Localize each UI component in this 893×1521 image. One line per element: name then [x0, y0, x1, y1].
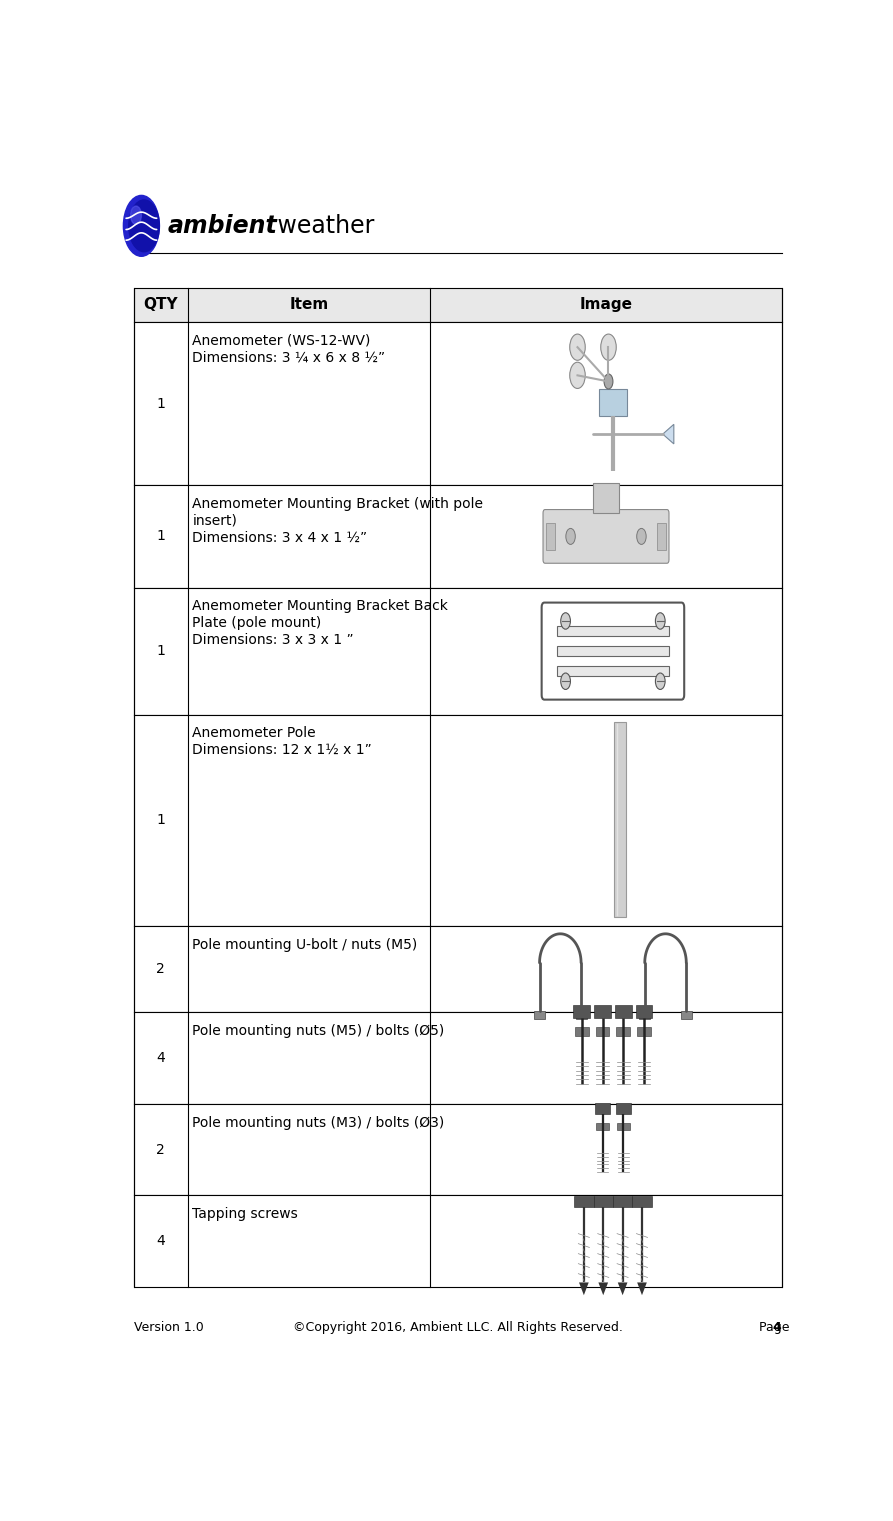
- Bar: [134, 926, 781, 1013]
- Bar: [594, 1196, 613, 1208]
- Bar: [134, 1013, 781, 1104]
- Bar: [593, 484, 619, 513]
- Text: 1: 1: [156, 814, 165, 827]
- Text: Anemometer Mounting Bracket Back: Anemometer Mounting Bracket Back: [192, 599, 448, 613]
- Bar: [616, 1103, 630, 1115]
- Polygon shape: [579, 1282, 588, 1296]
- Text: 1: 1: [156, 643, 165, 659]
- Bar: [557, 666, 669, 677]
- Bar: [613, 721, 626, 917]
- Text: Tapping screws: Tapping screws: [192, 1208, 298, 1221]
- Circle shape: [655, 613, 665, 630]
- FancyBboxPatch shape: [542, 602, 684, 700]
- Text: weather: weather: [270, 214, 374, 237]
- Bar: [637, 1027, 651, 1036]
- Circle shape: [566, 528, 575, 545]
- Bar: [557, 627, 669, 636]
- Bar: [616, 1027, 630, 1036]
- Circle shape: [601, 335, 616, 360]
- Text: Pole mounting nuts (M5) / bolts (Ø5): Pole mounting nuts (M5) / bolts (Ø5): [192, 1024, 445, 1037]
- Bar: [134, 715, 781, 926]
- Text: QTY: QTY: [144, 298, 178, 312]
- Bar: [134, 1196, 781, 1287]
- Text: 4: 4: [772, 1322, 781, 1334]
- Text: Anemometer (WS-12-WV): Anemometer (WS-12-WV): [192, 333, 371, 348]
- Circle shape: [561, 672, 571, 689]
- Circle shape: [637, 528, 647, 545]
- Bar: [134, 322, 781, 485]
- Text: Pole mounting U-bolt / nuts (M5): Pole mounting U-bolt / nuts (M5): [192, 938, 418, 952]
- Text: Plate (pole mount): Plate (pole mount): [192, 616, 321, 630]
- Polygon shape: [637, 1282, 647, 1296]
- Text: 2: 2: [156, 963, 165, 976]
- Text: Dimensions: 3 x 4 x 1 ½”: Dimensions: 3 x 4 x 1 ½”: [192, 531, 368, 545]
- Circle shape: [604, 374, 613, 389]
- Text: ambient: ambient: [168, 214, 278, 237]
- Bar: [575, 1027, 588, 1036]
- Bar: [597, 1122, 609, 1130]
- Polygon shape: [663, 424, 674, 444]
- Text: Anemometer Mounting Bracket (with pole: Anemometer Mounting Bracket (with pole: [192, 497, 483, 511]
- Polygon shape: [598, 1282, 608, 1296]
- Bar: [573, 1004, 590, 1018]
- Bar: [574, 1196, 594, 1208]
- Circle shape: [130, 205, 141, 224]
- Bar: [599, 389, 627, 415]
- Circle shape: [570, 335, 585, 360]
- Circle shape: [570, 362, 585, 388]
- Text: 4: 4: [156, 1234, 165, 1249]
- Bar: [613, 1196, 632, 1208]
- Text: Pole mounting nuts (M3) / bolts (Ø3): Pole mounting nuts (M3) / bolts (Ø3): [192, 1115, 445, 1130]
- Text: Dimensions: 12 x 1½ x 1”: Dimensions: 12 x 1½ x 1”: [192, 744, 372, 757]
- Text: Version 1.0: Version 1.0: [134, 1322, 204, 1334]
- Bar: [134, 485, 781, 587]
- Bar: [615, 1004, 631, 1018]
- FancyBboxPatch shape: [543, 510, 669, 563]
- Bar: [594, 1004, 611, 1018]
- Bar: [547, 523, 555, 549]
- Text: 1: 1: [156, 397, 165, 411]
- Polygon shape: [618, 1282, 628, 1296]
- Text: Dimensions: 3 x 3 x 1 ”: Dimensions: 3 x 3 x 1 ”: [192, 633, 354, 648]
- Bar: [596, 1027, 609, 1036]
- Bar: [680, 1011, 692, 1019]
- Text: insert): insert): [192, 514, 238, 528]
- Circle shape: [123, 195, 159, 257]
- Bar: [534, 1011, 545, 1019]
- Bar: [636, 1004, 653, 1018]
- Bar: [557, 646, 669, 656]
- Bar: [639, 1011, 650, 1019]
- Text: ©Copyright 2016, Ambient LLC. All Rights Reserved.: ©Copyright 2016, Ambient LLC. All Rights…: [293, 1322, 622, 1334]
- Bar: [134, 287, 781, 322]
- Bar: [595, 1103, 610, 1115]
- Text: 4: 4: [156, 1051, 165, 1065]
- Bar: [134, 587, 781, 715]
- Text: Dimensions: 3 ¼ x 6 x 8 ½”: Dimensions: 3 ¼ x 6 x 8 ½”: [192, 350, 386, 365]
- Bar: [632, 1196, 652, 1208]
- Text: Anemometer Pole: Anemometer Pole: [192, 726, 316, 741]
- Text: Image: Image: [580, 298, 632, 312]
- Bar: [134, 1104, 781, 1196]
- Bar: [657, 523, 666, 549]
- Circle shape: [561, 613, 571, 630]
- Text: 1: 1: [156, 529, 165, 543]
- Circle shape: [655, 672, 665, 689]
- Text: Item: Item: [289, 298, 329, 312]
- Bar: [617, 1122, 630, 1130]
- Text: 2: 2: [156, 1142, 165, 1156]
- Bar: [576, 1011, 587, 1019]
- Text: Page: Page: [759, 1322, 793, 1334]
- Circle shape: [129, 199, 159, 252]
